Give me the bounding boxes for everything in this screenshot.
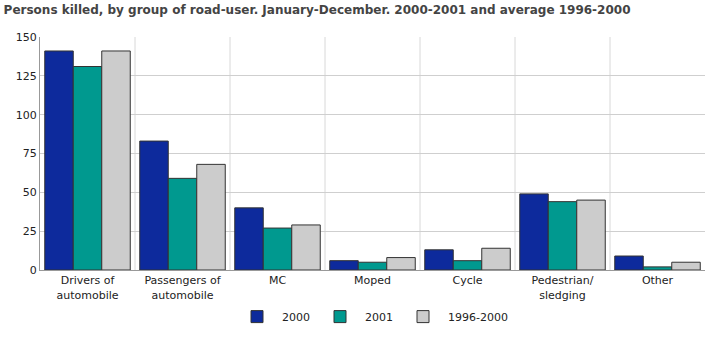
svg-text:2001: 2001 <box>365 311 393 324</box>
svg-text:75: 75 <box>23 147 37 160</box>
svg-text:2000: 2000 <box>282 311 310 324</box>
svg-text:150: 150 <box>16 31 37 44</box>
svg-text:Cycle: Cycle <box>452 274 482 287</box>
svg-text:100: 100 <box>16 109 37 122</box>
svg-text:Drivers ofautomobile: Drivers ofautomobile <box>56 274 118 301</box>
svg-text:25: 25 <box>23 225 37 238</box>
svg-text:50: 50 <box>23 186 37 199</box>
svg-text:Other: Other <box>642 274 674 287</box>
svg-text:Moped: Moped <box>354 274 391 287</box>
svg-text:Persons killed, by group of ro: Persons killed, by group of road-user. J… <box>4 3 631 17</box>
svg-text:125: 125 <box>16 70 37 83</box>
svg-text:1996-2000: 1996-2000 <box>448 311 508 324</box>
svg-text:Pedestrian/sledging: Pedestrian/sledging <box>532 274 594 301</box>
svg-text:Passengers ofautomobile: Passengers ofautomobile <box>144 274 221 301</box>
svg-text:MC: MC <box>269 274 286 287</box>
svg-text:0: 0 <box>30 264 37 277</box>
